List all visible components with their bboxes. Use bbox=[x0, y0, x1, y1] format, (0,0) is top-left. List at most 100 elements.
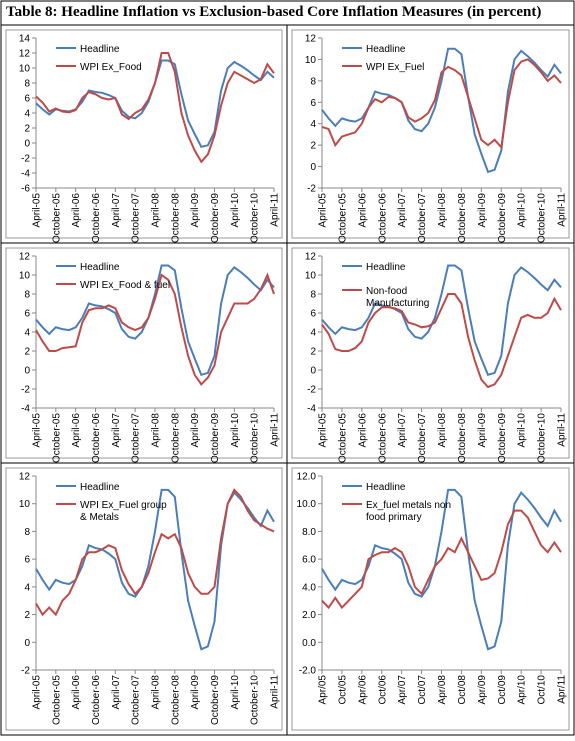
x-tick-label: April-08 bbox=[437, 193, 448, 228]
y-tick-label: 6 bbox=[24, 555, 30, 566]
legend-label: Ex_fuel metals non food primary bbox=[366, 500, 451, 523]
x-tick-label: Apr/07 bbox=[397, 675, 408, 705]
y-tick-label: 2 bbox=[24, 124, 30, 135]
x-tick-label: October-09 bbox=[210, 413, 221, 463]
series-line bbox=[35, 52, 275, 164]
legend-label: Non-food Manufacturing bbox=[366, 286, 429, 309]
x-tick-label: October-10 bbox=[537, 193, 548, 243]
y-tick-label: -6 bbox=[21, 184, 30, 195]
x-tick-label: April-10 bbox=[230, 193, 241, 228]
x-tick-label: April-09 bbox=[190, 193, 201, 228]
x-tick-label: April-06 bbox=[71, 675, 82, 710]
x-tick-label: April-10 bbox=[230, 675, 241, 710]
y-tick-label: 6 bbox=[310, 98, 316, 109]
x-tick-label: October-08 bbox=[457, 193, 468, 243]
y-tick-label: 6 bbox=[24, 94, 30, 105]
y-tick-label: 8 bbox=[24, 79, 30, 90]
x-tick-label: Apr/05 bbox=[318, 675, 329, 705]
x-tick-label: April-10 bbox=[517, 413, 528, 448]
x-tick-label: April-09 bbox=[190, 413, 201, 448]
x-tick-label: April-05 bbox=[318, 413, 329, 448]
legend-label: Headline bbox=[80, 482, 120, 493]
y-tick-label: 2 bbox=[24, 610, 30, 621]
y-tick-label: -4 bbox=[21, 169, 30, 180]
y-tick-label: 6 bbox=[310, 309, 316, 320]
x-tick-label: April-09 bbox=[477, 193, 488, 228]
y-tick-label: 4 bbox=[24, 582, 30, 593]
y-tick-label: 10 bbox=[19, 271, 31, 282]
legend-label: WPI Ex_Fuel group & Metals bbox=[80, 500, 167, 523]
y-tick-label: 0 bbox=[24, 638, 30, 649]
x-tick-label: Apr/11 bbox=[557, 675, 568, 704]
x-tick-label: April-05 bbox=[318, 193, 329, 228]
x-tick-label: October-10 bbox=[250, 413, 261, 463]
series-line bbox=[321, 488, 562, 651]
x-tick-label: April-07 bbox=[397, 193, 408, 228]
y-tick-label: 0 bbox=[24, 139, 30, 150]
legend-label: Headline bbox=[80, 262, 120, 273]
x-tick-label: October-05 bbox=[337, 193, 348, 243]
x-tick-label: October-09 bbox=[497, 413, 508, 463]
x-tick-label: October-07 bbox=[417, 413, 428, 463]
x-tick-label: October-07 bbox=[131, 675, 142, 725]
y-tick-label: -2 bbox=[307, 184, 316, 195]
x-tick-label: October-06 bbox=[91, 413, 102, 463]
x-tick-label: Oct/06 bbox=[377, 675, 388, 705]
y-tick-label: 4 bbox=[310, 328, 316, 339]
x-tick-label: April-09 bbox=[477, 413, 488, 448]
x-tick-label: Oct/10 bbox=[537, 675, 548, 705]
x-tick-label: April-10 bbox=[230, 413, 241, 448]
y-tick-label: 2 bbox=[310, 347, 316, 358]
x-tick-label: April-10 bbox=[517, 193, 528, 228]
x-tick-label: Oct/08 bbox=[457, 675, 468, 705]
x-tick-label: April-05 bbox=[32, 413, 43, 448]
x-tick-label: October-10 bbox=[537, 413, 548, 463]
x-tick-label: October-10 bbox=[250, 193, 261, 243]
y-tick-label: 12 bbox=[305, 252, 317, 263]
x-tick-label: April-08 bbox=[151, 193, 162, 228]
series-line bbox=[321, 47, 562, 174]
chart-frame bbox=[5, 467, 283, 731]
x-tick-label: October-05 bbox=[51, 413, 62, 463]
x-tick-label: April-07 bbox=[397, 413, 408, 448]
y-tick-label: 8 bbox=[24, 290, 30, 301]
x-tick-label: October-09 bbox=[210, 675, 221, 725]
x-tick-label: April-05 bbox=[32, 675, 43, 710]
x-tick-label: October-09 bbox=[497, 193, 508, 243]
x-tick-label: October-08 bbox=[170, 675, 181, 725]
y-tick-label: 10 bbox=[305, 55, 317, 66]
x-tick-label: October-07 bbox=[131, 413, 142, 463]
y-tick-label: 8 bbox=[24, 527, 30, 538]
y-tick-label: 2 bbox=[24, 347, 30, 358]
x-tick-label: April-08 bbox=[151, 675, 162, 710]
legend-label: WPI Ex_Food & fuel bbox=[80, 280, 170, 291]
x-tick-label: October-05 bbox=[337, 413, 348, 463]
y-tick-label: 10 bbox=[19, 64, 31, 75]
y-tick-label: 8 bbox=[310, 290, 316, 301]
x-tick-label: April-06 bbox=[71, 193, 82, 228]
series-line bbox=[35, 272, 275, 386]
y-tick-label: 6 bbox=[24, 309, 30, 320]
x-tick-label: Oct/07 bbox=[417, 675, 428, 705]
x-tick-label: October-06 bbox=[91, 675, 102, 725]
y-tick-label: -4 bbox=[307, 404, 316, 415]
x-tick-label: Apr/08 bbox=[437, 675, 448, 705]
y-tick-label: 4.0 bbox=[302, 582, 316, 593]
x-tick-label: October-08 bbox=[457, 413, 468, 463]
x-tick-label: April-07 bbox=[111, 413, 122, 448]
series-line bbox=[35, 264, 275, 377]
legend-label: WPI Ex_Fuel bbox=[366, 62, 424, 73]
x-tick-label: October-08 bbox=[170, 193, 181, 243]
x-tick-label: Oct/05 bbox=[337, 675, 348, 705]
y-tick-label: -2.0 bbox=[299, 666, 317, 677]
x-tick-label: Apr/09 bbox=[477, 675, 488, 705]
y-tick-label: 6.0 bbox=[302, 555, 316, 566]
series-line bbox=[321, 509, 562, 610]
chart-frame bbox=[291, 247, 570, 459]
y-tick-label: -2 bbox=[21, 154, 30, 165]
y-tick-label: -2 bbox=[307, 385, 316, 396]
y-tick-label: -2 bbox=[21, 385, 30, 396]
legend-label: Headline bbox=[366, 262, 406, 273]
y-tick-label: 10 bbox=[305, 271, 317, 282]
